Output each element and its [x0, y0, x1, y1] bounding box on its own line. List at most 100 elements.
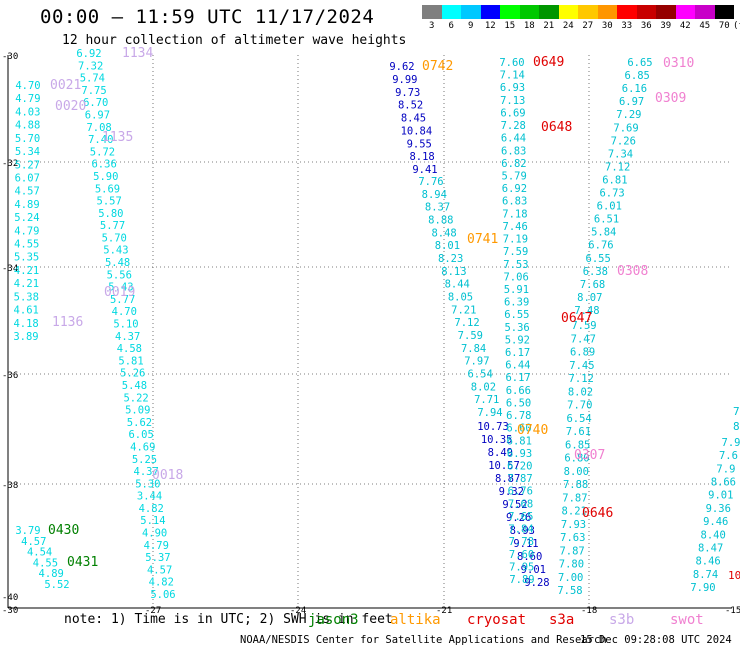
wave-height-value: 7.88 — [563, 479, 588, 491]
color-tick-label: 30 — [601, 21, 613, 31]
wave-height-value: 7.84 — [461, 343, 486, 355]
wave-height-value: 8.18 — [409, 151, 434, 163]
wave-height-value: 6.20 — [507, 461, 532, 473]
wave-height-value: 8.47 — [698, 542, 723, 554]
wave-height-value: 7.84 — [508, 524, 533, 536]
pass-labels: 1134 0021 0020 1135 0019 1136 0018 0430 0431 0742… — [48, 46, 694, 570]
satellite-tracks: 6.927.325.747.756.706.977.087.405.726.36… — [13, 48, 740, 601]
wave-height-value: 7.76 — [418, 176, 443, 188]
wave-height-value: 5.77 — [110, 294, 135, 306]
color-swatch — [558, 5, 578, 19]
wave-height-value: 6.51 — [594, 214, 619, 226]
color-tick-label: 3 — [429, 21, 435, 31]
wave-height-value: 4.69 — [130, 441, 155, 453]
legend-jason3: jason3 — [308, 612, 359, 628]
wave-height-value: 6.82 — [501, 158, 526, 170]
wave-height-value: 5.56 — [107, 269, 132, 281]
wave-height-value: 9.01 — [521, 564, 546, 576]
wave-height-value: 4.55 — [33, 557, 58, 569]
wave-height-value: 7.59 — [503, 246, 528, 258]
wave-height-value: 6.76 — [588, 240, 613, 252]
wave-height-value: 5.14 — [140, 515, 165, 527]
wave-height-value: 5.69 — [95, 183, 120, 195]
wave-height-value: 8.40 — [701, 529, 726, 541]
wave-height-value: 5.27 — [15, 159, 40, 171]
wave-height-value: 5.92 — [505, 334, 530, 346]
legend-altika: altika — [390, 612, 441, 628]
wave-height-value: 7.87 — [562, 492, 587, 504]
wave-height-value: 5.84 — [591, 227, 616, 239]
color-tick-label: 39 — [660, 21, 672, 31]
wave-height-value: 6.81 — [507, 435, 532, 447]
wave-height-value: 7.68 — [580, 279, 605, 291]
color-swatch — [461, 5, 481, 19]
wave-height-value: 7.60 — [509, 549, 534, 561]
wave-height-value: 7.34 — [608, 148, 633, 160]
wave-height-value: 8.60 — [517, 551, 542, 563]
wave-height-value: 7.58 — [557, 585, 582, 597]
wave-height-value: 7.53 — [503, 259, 528, 271]
wave-height-value: 6.05 — [128, 429, 153, 441]
wave-height-value: 5.24 — [14, 212, 39, 224]
wave-height-value: 7.06 — [503, 271, 528, 283]
wave-height-value: 4.18 — [13, 318, 38, 330]
wave-height-value: 8.21 — [562, 506, 587, 518]
wave-height-value: 6.97 — [85, 109, 110, 121]
map-grid — [7, 55, 732, 609]
pass-id-label: 0646 — [582, 506, 613, 521]
wave-height-value: 7.08 — [86, 122, 111, 134]
wave-height-value: 5.91 — [504, 284, 529, 296]
wave-height-value: 8.23 — [438, 253, 463, 265]
wave-height-value: 7.97 — [464, 356, 489, 368]
wave-height-value: 8.44 — [445, 279, 470, 291]
wave-height-value: 5.74 — [80, 73, 105, 85]
wave-height-value: 5.81 — [118, 355, 143, 367]
wave-height-value: 4.89 — [14, 199, 39, 211]
wave-height-value: 4.82 — [149, 577, 174, 589]
wave-height-value: 7.9 — [722, 437, 740, 449]
footer-credit: NOAA/NESDIS Center for Satellite Applica… — [240, 634, 607, 646]
wave-height-value: 7.40 — [88, 134, 113, 146]
latitude-label: -40 — [2, 593, 18, 603]
color-tick-label: 12 — [484, 21, 496, 31]
pass-id-label: 0742 — [422, 59, 453, 74]
wave-height-value: 6.16 — [622, 83, 647, 95]
wave-height-value: 8.02 — [471, 381, 496, 393]
wave-height-value: 4.21 — [14, 278, 39, 290]
wave-height-value: 6.55 — [586, 253, 611, 265]
chart-title: 00:00 — 11:59 UTC 11/17/2024 — [40, 6, 375, 28]
color-swatch — [714, 5, 734, 19]
wave-height-value: 10.73 — [477, 421, 509, 433]
wave-height-value: 6.85 — [565, 439, 590, 451]
color-tick-label: 24 — [562, 21, 574, 31]
wave-height-value: 7.59 — [571, 320, 596, 332]
wave-height-value: 5.22 — [123, 392, 148, 404]
wave-height-value: 6.50 — [506, 397, 531, 409]
wave-height-value: 4.58 — [117, 343, 142, 355]
wave-height-value: 6.83 — [502, 196, 527, 208]
wave-height-value: 7.45 — [569, 360, 594, 372]
wave-height-value: 5.09 — [125, 405, 150, 417]
wave-height-value: 4.70 — [112, 306, 137, 318]
wave-height-value: 6.39 — [504, 297, 529, 309]
wave-height-value: 7.94 — [477, 407, 502, 419]
color-tick-label: 33 — [621, 21, 633, 31]
wave-height-value: 5.48 — [105, 257, 130, 269]
chart-subtitle: 12 hour collection of altimeter wave hei… — [62, 33, 407, 48]
longitude-label: -24 — [290, 606, 306, 616]
wave-height-value: 7.65 — [508, 511, 533, 523]
wave-height-value: 7.00 — [558, 572, 583, 584]
wave-height-value: 8.94 — [422, 189, 447, 201]
color-tick-label: 27 — [582, 21, 594, 31]
wave-height-value: 8.02 — [568, 386, 593, 398]
wave-height-value: 9.26 — [506, 512, 531, 524]
wave-height-value: 5.25 — [132, 454, 157, 466]
wave-height-value: 6.81 — [602, 174, 627, 186]
color-swatch — [480, 5, 500, 19]
wave-height-value: 5.10 — [113, 319, 138, 331]
wave-height-value: 9.11 — [513, 538, 538, 550]
wave-height-value: 6.80 — [564, 453, 589, 465]
pass-id-label: 1135 — [102, 130, 133, 145]
wave-height-value: 3.44 — [137, 491, 162, 503]
